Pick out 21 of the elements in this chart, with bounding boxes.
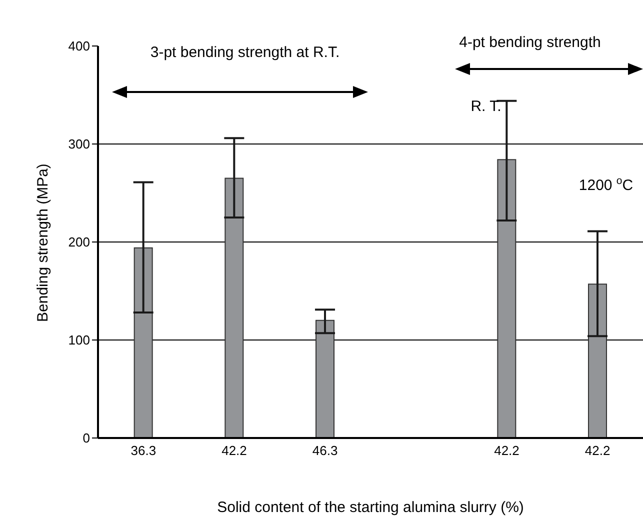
y-tick-label: 0 — [82, 430, 90, 446]
x-tick-label: 42.2 — [584, 443, 610, 458]
bar — [588, 284, 607, 438]
bar — [316, 320, 334, 438]
bar — [134, 247, 153, 438]
bar — [224, 178, 244, 438]
y-tick-label: 400 — [68, 38, 90, 54]
x-tick-label: 42.2 — [494, 443, 520, 458]
annotation: 1200 $^{o}$C — [578, 175, 634, 194]
y-tick-label: 200 — [68, 234, 90, 250]
x-tick-label: 42.2 — [222, 443, 247, 458]
annotation: 4-pt bending strength — [459, 34, 601, 51]
y-tick-label: 300 — [68, 136, 90, 152]
y-tick-label: 100 — [68, 332, 90, 348]
annotation: 3-pt bending strength at R.T. — [150, 44, 340, 61]
x-axis-title: Solid content of the starting alumina slurry (%) — [217, 499, 524, 516]
x-tick-label: 36.3 — [130, 443, 156, 458]
bar — [497, 159, 516, 438]
x-tick-label: 46.3 — [312, 443, 338, 458]
y-axis-title: Bending strength (MPa) — [34, 164, 52, 322]
annotation: R. T. — [470, 98, 502, 115]
